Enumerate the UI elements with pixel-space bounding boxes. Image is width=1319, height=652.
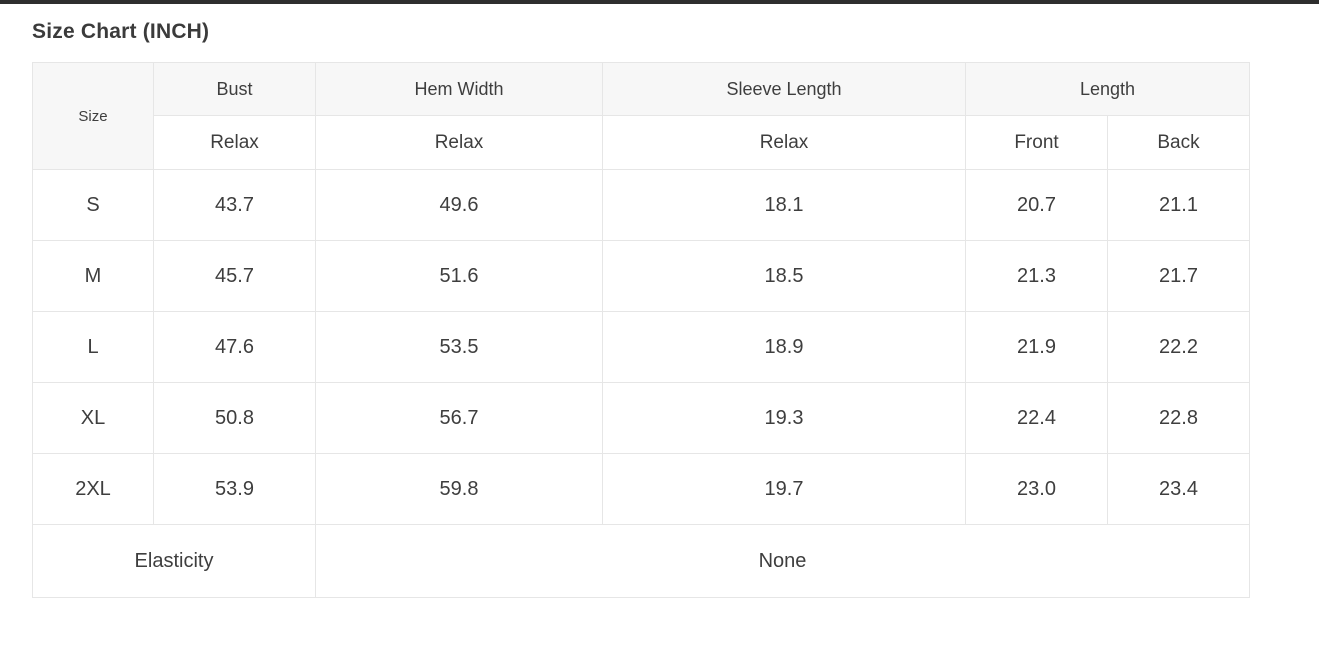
cell-bust: 45.7: [153, 240, 316, 312]
cell-length-back: 23.4: [1107, 453, 1250, 525]
cell-sleeve-length: 19.7: [602, 453, 966, 525]
table-row: M 45.7 51.6 18.5 21.3 21.7: [32, 240, 1250, 312]
cell-size: XL: [32, 382, 154, 454]
cell-sleeve-length: 19.3: [602, 382, 966, 454]
subheader-sleeve-length-relax: Relax: [602, 115, 966, 170]
cell-size: S: [32, 169, 154, 241]
cell-bust: 43.7: [153, 169, 316, 241]
table-header-group-row: Size Bust Hem Width Sleeve Length Length: [32, 62, 1250, 170]
subheader-hem-width-relax: Relax: [315, 115, 603, 170]
cell-bust: 47.6: [153, 311, 316, 383]
cell-hem-width: 59.8: [315, 453, 603, 525]
cell-hem-width: 56.7: [315, 382, 603, 454]
elasticity-row: Elasticity None: [32, 524, 1250, 598]
table-row: XL 50.8 56.7 19.3 22.4 22.8: [32, 382, 1250, 454]
subheader-length-back: Back: [1107, 115, 1250, 170]
header-size: Size: [32, 62, 154, 170]
subheader-bust-relax: Relax: [153, 115, 316, 170]
cell-sleeve-length: 18.9: [602, 311, 966, 383]
header-bust: Bust: [153, 62, 316, 116]
table-row: L 47.6 53.5 18.9 21.9 22.2: [32, 311, 1250, 383]
size-chart-page: Size Chart (INCH) Size Bust Hem Width Sl…: [0, 4, 1319, 598]
cell-hem-width: 49.6: [315, 169, 603, 241]
elasticity-value: None: [315, 524, 1250, 598]
cell-size: M: [32, 240, 154, 312]
cell-hem-width: 53.5: [315, 311, 603, 383]
cell-length-front: 21.9: [965, 311, 1108, 383]
header-sleeve-length: Sleeve Length: [602, 62, 966, 116]
cell-length-front: 22.4: [965, 382, 1108, 454]
cell-size: L: [32, 311, 154, 383]
cell-bust: 53.9: [153, 453, 316, 525]
cell-length-back: 22.8: [1107, 382, 1250, 454]
cell-length-back: 21.7: [1107, 240, 1250, 312]
cell-length-back: 21.1: [1107, 169, 1250, 241]
cell-length-front: 20.7: [965, 169, 1108, 241]
header-length: Length: [965, 62, 1250, 116]
table-row: 2XL 53.9 59.8 19.7 23.0 23.4: [32, 453, 1250, 525]
cell-sleeve-length: 18.5: [602, 240, 966, 312]
subheader-length-front: Front: [965, 115, 1108, 170]
cell-hem-width: 51.6: [315, 240, 603, 312]
cell-length-front: 23.0: [965, 453, 1108, 525]
header-hem-width: Hem Width: [315, 62, 603, 116]
cell-sleeve-length: 18.1: [602, 169, 966, 241]
cell-size: 2XL: [32, 453, 154, 525]
elasticity-label: Elasticity: [32, 524, 316, 598]
cell-length-front: 21.3: [965, 240, 1108, 312]
cell-length-back: 22.2: [1107, 311, 1250, 383]
page-title: Size Chart (INCH): [32, 20, 210, 43]
top-dark-bar: [0, 0, 1319, 4]
cell-bust: 50.8: [153, 382, 316, 454]
table-subheader-row: Relax Relax Relax Front Back: [33, 115, 1250, 170]
table-row: S 43.7 49.6 18.1 20.7 21.1: [32, 169, 1250, 241]
size-chart-table: Size Bust Hem Width Sleeve Length Length…: [32, 62, 1250, 598]
